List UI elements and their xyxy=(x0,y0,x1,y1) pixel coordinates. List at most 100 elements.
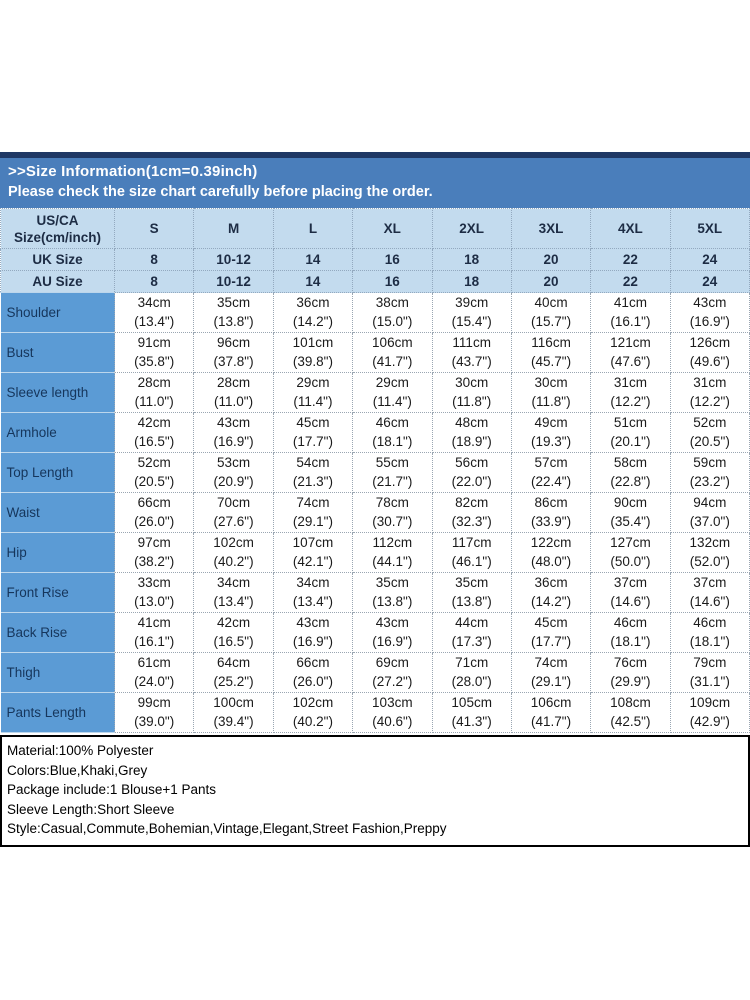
measurement-inch-value: (40.6") xyxy=(372,713,413,729)
measurement-inch-value: (16.9") xyxy=(292,633,333,649)
measurement-inch-value: (16.9") xyxy=(372,633,413,649)
au-size-label: AU Size xyxy=(0,270,115,293)
measurement-row: Hip 97cm (38.2") 102cm (40.2") 107cm (42.1") 11… xyxy=(0,532,750,573)
measurement-row: Front Rise 33cm (13.0") 34cm (13.4") 34cm (13.… xyxy=(0,572,750,613)
measurement-cm-value: 46cm xyxy=(375,415,409,430)
measurement-inch-value: (22.4") xyxy=(531,473,572,489)
size-col-header-4xl: 4XL xyxy=(590,208,671,249)
measurement-inch-value: (40.2") xyxy=(213,553,254,569)
measurement-cm-value: 106cm xyxy=(530,695,572,710)
size-col-header-m: M xyxy=(193,208,274,249)
measurement-inch-value: (28.0") xyxy=(451,673,492,689)
measurement-cm-value: 79cm xyxy=(693,655,727,670)
measurement-cell: 46cm (18.1") xyxy=(590,612,671,653)
measurement-cm-value: 46cm xyxy=(613,615,647,630)
measurement-cm-value: 42cm xyxy=(137,415,171,430)
measurement-cell: 55cm (21.7") xyxy=(352,452,433,493)
measurement-cm-value: 127cm xyxy=(610,535,651,550)
measurement-inch-value: (18.1") xyxy=(689,633,730,649)
measurement-cell: 58cm (22.8") xyxy=(590,452,671,493)
measurement-inch-value: (11.8") xyxy=(452,393,492,409)
measurement-cm-value: 45cm xyxy=(296,415,330,430)
measurement-cell: 45cm (17.7") xyxy=(272,412,354,453)
measurement-cell: 102cm (40.2") xyxy=(193,532,274,573)
measurement-label: Sleeve length xyxy=(0,372,115,413)
measurement-inch-value: (15.0") xyxy=(372,313,413,329)
measurement-inch-value: (14.2") xyxy=(531,593,572,609)
measurement-inch-value: (27.6") xyxy=(213,513,254,529)
measurement-cell: 36cm (14.2") xyxy=(510,572,592,613)
measurement-inch-value: (31.1") xyxy=(689,673,730,689)
measurement-cell: 108cm (42.5") xyxy=(590,692,671,733)
measurement-cell: 117cm (46.1") xyxy=(431,532,512,573)
measurement-cell: 43cm (16.9") xyxy=(272,612,354,653)
measurement-cm-value: 53cm xyxy=(217,455,251,470)
measurement-cell: 40cm (15.7") xyxy=(510,292,592,333)
measurement-cell: 49cm (19.3") xyxy=(510,412,592,453)
measurement-cm-value: 36cm xyxy=(534,575,568,590)
measurement-inch-value: (13.0") xyxy=(134,593,175,609)
measurement-row: Bust 91cm (35.8") 96cm (37.8") 101cm (39.8") 10… xyxy=(0,332,750,373)
measurement-cell: 76cm (29.9") xyxy=(590,652,671,693)
measurement-cell: 99cm (39.0") xyxy=(113,692,195,733)
au-size-cell: 14 xyxy=(272,270,354,293)
corner-label-line1: US/CA xyxy=(36,212,79,228)
measurement-cm-value: 41cm xyxy=(613,295,647,310)
measurement-inch-value: (29.1") xyxy=(531,673,572,689)
measurement-inch-value: (13.8") xyxy=(451,593,492,609)
measurement-inch-value: (52.0") xyxy=(689,553,730,569)
measurement-cm-value: 76cm xyxy=(613,655,647,670)
measurement-inch-value: (23.2") xyxy=(689,473,730,489)
measurement-inch-value: (26.0") xyxy=(134,513,175,529)
measurement-cm-value: 78cm xyxy=(375,495,409,510)
measurement-cell: 66cm (26.0") xyxy=(272,652,354,693)
measurement-label: Thigh xyxy=(0,652,115,693)
measurement-inch-value: (16.9") xyxy=(213,433,254,449)
top-whitespace xyxy=(0,0,750,152)
measurement-cell: 57cm (22.4") xyxy=(510,452,592,493)
uk-size-cell: 8 xyxy=(113,248,195,271)
measurement-inch-value: (29.9") xyxy=(610,673,651,689)
measurement-inch-value: (20.5") xyxy=(689,433,730,449)
product-details-box: Material:100% Polyester Colors:Blue,Khak… xyxy=(0,735,750,847)
measurement-cell: 66cm (26.0") xyxy=(113,492,195,533)
measurement-inch-value: (40.2") xyxy=(292,713,333,729)
measurement-cm-value: 36cm xyxy=(296,295,330,310)
measurement-cm-value: 69cm xyxy=(375,655,409,670)
measurement-cm-value: 29cm xyxy=(296,375,330,390)
measurement-cell: 102cm (40.2") xyxy=(272,692,354,733)
measurement-cell: 28cm (11.0") xyxy=(193,372,274,413)
measurement-label: Top Length xyxy=(0,452,115,493)
measurement-cell: 74cm (29.1") xyxy=(510,652,592,693)
measurement-cm-value: 46cm xyxy=(693,615,727,630)
uk-size-cell: 16 xyxy=(352,248,433,271)
measurement-cell: 37cm (14.6") xyxy=(669,572,750,613)
measurement-cm-value: 116cm xyxy=(531,335,571,350)
au-size-cell: 18 xyxy=(431,270,512,293)
corner-label-line2: Size(cm/inch) xyxy=(13,229,102,245)
measurement-cell: 43cm (16.9") xyxy=(669,292,750,333)
measurement-inch-value: (15.4") xyxy=(451,313,492,329)
measurement-cell: 52cm (20.5") xyxy=(669,412,750,453)
measurement-inch-value: (16.1") xyxy=(134,633,175,649)
measurement-cm-value: 103cm xyxy=(372,695,413,710)
measurement-cell: 121cm (47.6") xyxy=(590,332,671,373)
corner-label: US/CA Size(cm/inch) xyxy=(0,208,115,249)
measurement-cm-value: 101cm xyxy=(292,335,334,350)
au-size-row: AU Size 8 10-12 14 16 18 20 22 24 xyxy=(0,270,750,293)
measurement-inch-value: (25.2") xyxy=(213,673,254,689)
measurement-cm-value: 54cm xyxy=(296,455,330,470)
measurement-cm-value: 34cm xyxy=(137,295,171,310)
size-col-header-xl: XL xyxy=(352,208,433,249)
detail-material: Material:100% Polyester xyxy=(7,743,154,758)
measurement-cm-value: 105cm xyxy=(451,695,492,710)
measurement-cm-value: 126cm xyxy=(689,335,731,350)
measurement-cm-value: 91cm xyxy=(137,335,171,350)
measurement-inch-value: (16.1") xyxy=(610,313,651,329)
measurement-cm-value: 39cm xyxy=(455,295,489,310)
measurement-cell: 51cm (20.1") xyxy=(590,412,671,453)
measurement-inch-value: (39.4") xyxy=(213,713,254,729)
measurement-inch-value: (18.1") xyxy=(610,633,651,649)
measurement-inch-value: (21.7") xyxy=(372,473,413,489)
au-size-cell: 10-12 xyxy=(193,270,274,293)
